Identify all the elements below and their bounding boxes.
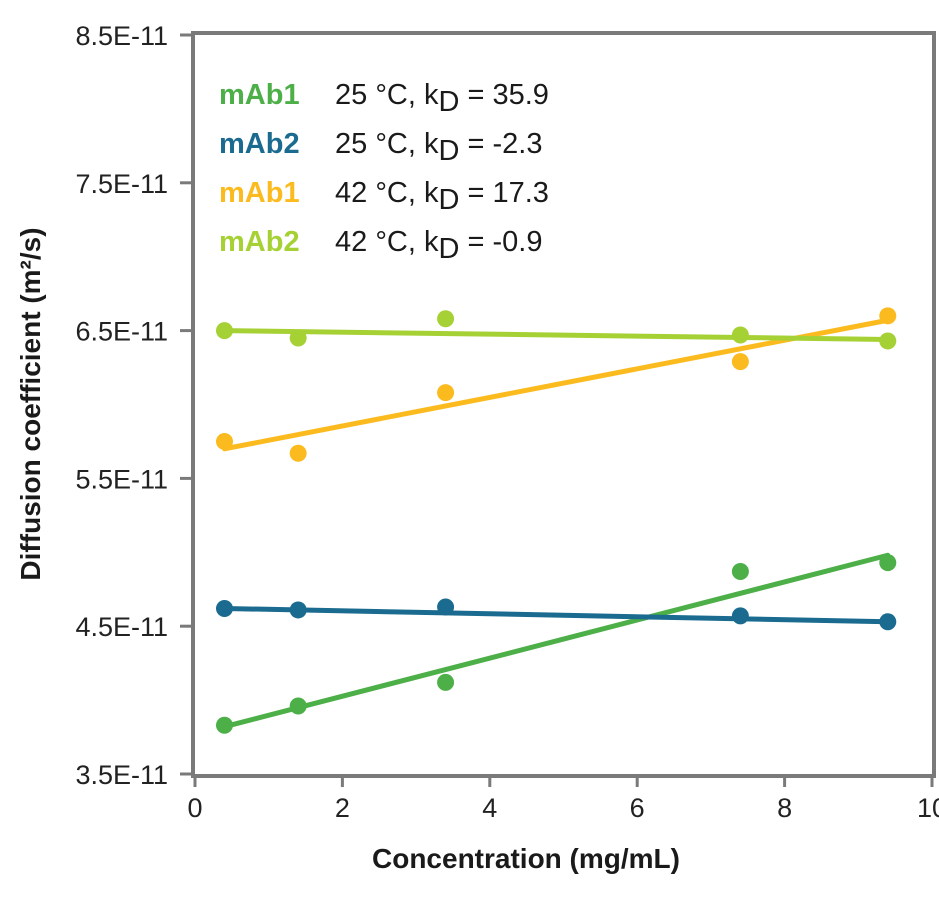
x-tick-label: 10 (917, 793, 939, 823)
legend-condition: 42 °C, k (335, 177, 439, 209)
data-points (215, 307, 897, 734)
legend-entry-2: mAb2 25 °C, kD = -2.3 (219, 128, 542, 167)
legend-condition: 25 °C, k (335, 128, 439, 160)
legend-entry-1: mAb1 25 °C, kD = 35.9 (219, 79, 549, 118)
legend-subscript: D (438, 135, 459, 167)
data-point-s4-4 (731, 326, 749, 344)
data-point-s2-4 (731, 607, 749, 625)
x-axis-ticks: 0 2 4 6 8 10 (187, 776, 939, 823)
legend-entry-4: mAb2 42 °C, kD = -0.9 (219, 226, 542, 265)
y-tick-label: 3.5E-11 (75, 760, 168, 790)
fit-line-1 (221, 552, 891, 730)
legend-kd-value: = -0.9 (459, 226, 542, 258)
legend-subscript: D (438, 184, 459, 216)
y-axis-ticks: 3.5E-11 4.5E-11 5.5E-11 6.5E-11 7.5E-11 8.5E-… (75, 21, 193, 790)
legend-subscript: D (438, 233, 459, 265)
data-point-s2-5 (879, 613, 897, 631)
data-point-s1-3 (437, 673, 455, 691)
data-point-s1-1 (215, 716, 233, 734)
x-tick-label: 4 (482, 793, 497, 823)
legend-kd-value: = -2.3 (459, 128, 542, 160)
x-tick-label: 0 (187, 793, 202, 823)
fit-line-2 (221, 605, 891, 625)
x-tick-label: 6 (630, 793, 645, 823)
y-tick-label: 8.5E-11 (75, 21, 168, 51)
legend-series-name: mAb2 (219, 128, 300, 160)
legend-condition: 42 °C, k (335, 226, 439, 258)
data-point-s4-1 (215, 322, 233, 340)
data-point-s2-2 (289, 601, 307, 619)
legend-kd-value: = 35.9 (459, 79, 549, 111)
data-point-s3-4 (731, 353, 749, 371)
y-tick-label: 7.5E-11 (75, 169, 168, 199)
y-tick-label: 4.5E-11 (75, 612, 168, 642)
legend-series-name: mAb2 (219, 226, 300, 258)
x-tick-label: 8 (777, 793, 792, 823)
legend-subscript: D (438, 86, 459, 118)
x-tick-label: 2 (335, 793, 350, 823)
data-point-s1-2 (289, 697, 307, 715)
data-point-s3-2 (289, 444, 307, 462)
legend-series-name: mAb1 (219, 177, 300, 209)
legend-entry-3: mAb1 42 °C, kD = 17.3 (219, 177, 549, 216)
data-point-s3-5 (879, 307, 897, 325)
data-point-s4-5 (879, 332, 897, 350)
data-point-s1-5 (879, 554, 897, 572)
fit-line-4 (221, 328, 891, 342)
plot-frame (191, 31, 936, 778)
legend-series-name: mAb1 (219, 79, 300, 111)
x-axis-title: Concentration (mg/mL) (372, 843, 680, 874)
data-point-s2-3 (437, 598, 455, 616)
fit-line-3 (221, 317, 891, 452)
data-point-s3-1 (215, 432, 233, 450)
y-axis-title: Diffusion coefficient (m²/s) (15, 227, 46, 580)
data-point-s3-3 (437, 384, 455, 402)
legend-kd-value: = 17.3 (459, 177, 549, 209)
data-point-s1-4 (731, 563, 749, 581)
fit-lines (221, 317, 891, 730)
legend-condition: 25 °C, k (335, 79, 439, 111)
y-tick-label: 5.5E-11 (75, 464, 168, 494)
data-point-s4-3 (437, 310, 455, 328)
data-point-s4-2 (289, 329, 307, 347)
y-tick-label: 6.5E-11 (75, 317, 168, 347)
data-point-s2-1 (215, 599, 233, 617)
